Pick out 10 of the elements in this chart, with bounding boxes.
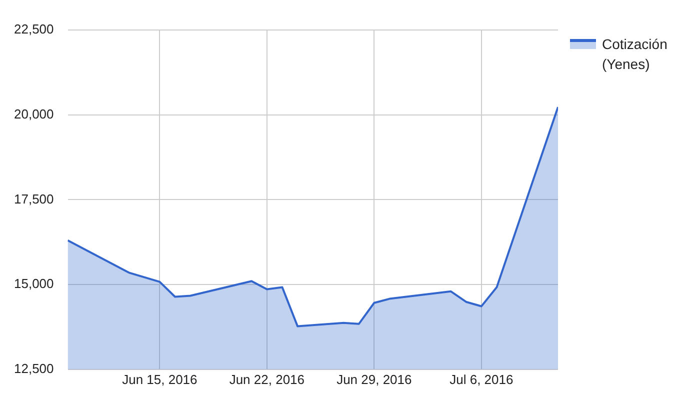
x-tick-label: Jul 6, 2016 [450, 372, 514, 387]
y-tick-label: 17,500 [14, 191, 54, 206]
x-tick-label: Jun 29, 2016 [336, 372, 412, 387]
y-tick-label: 20,000 [14, 106, 54, 122]
y-tick-label: 22,500 [14, 22, 54, 37]
y-tick-label: 15,000 [14, 276, 54, 292]
x-tick-label: Jun 22, 2016 [229, 372, 305, 387]
y-tick-label: 12,500 [14, 360, 54, 376]
x-tick-label: Jun 15, 2016 [122, 372, 198, 387]
legend-label: Cotización (Yenes) [602, 35, 668, 74]
